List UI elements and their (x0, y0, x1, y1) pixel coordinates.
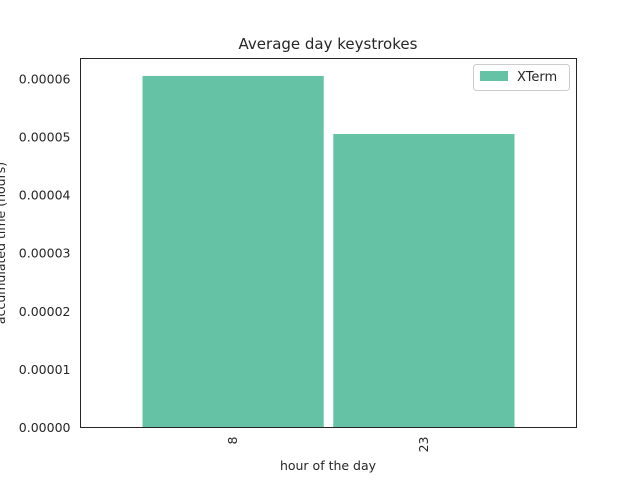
bar-23 (333, 134, 515, 428)
y-tick-label: 0.00005 (19, 129, 71, 144)
chart-title: Average day keystrokes (239, 35, 418, 53)
x-axis-ticks: 8 23 (225, 436, 431, 452)
y-axis-ticks: 0.00000 0.00001 0.00002 0.00003 0.00004 0.000… (19, 71, 71, 435)
y-tick-label: 0.00001 (19, 362, 71, 377)
legend: XTerm (473, 64, 570, 91)
bars-group (142, 75, 515, 428)
y-tick-label: 0.00003 (19, 246, 71, 261)
y-tick-label: 0.00004 (19, 188, 71, 203)
y-axis-label: accumulated time (hours) (0, 162, 8, 324)
bar-8 (142, 75, 324, 428)
x-axis-label: hour of the day (280, 458, 377, 473)
plot-frame (80, 58, 577, 428)
x-tick-label-23: 23 (416, 437, 431, 453)
legend-label-xterm: XTerm (517, 70, 557, 85)
y-tick-label: 0.00000 (19, 420, 71, 435)
x-tick-label-8: 8 (225, 436, 240, 444)
y-tick-label: 0.00002 (19, 304, 71, 319)
legend-swatch-xterm (480, 71, 508, 81)
y-tick-label: 0.00006 (19, 71, 71, 86)
